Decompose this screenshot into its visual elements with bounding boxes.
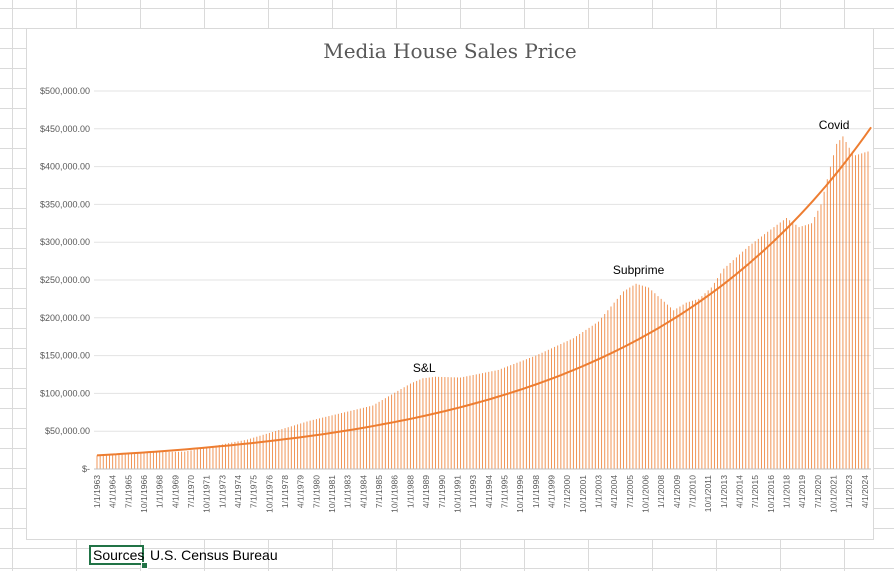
x-tick-label-44: 1/1/2018 (782, 475, 792, 508)
x-tick-label-5: 4/1/1969 (170, 475, 180, 508)
y-tick-label-10: $500,000.00 (40, 86, 90, 96)
selected-cell[interactable]: Sources (89, 545, 144, 565)
x-tick-label-22: 7/1/1990 (437, 475, 447, 508)
x-tick-label-31: 10/1/2001 (578, 475, 588, 513)
x-tick-label-48: 1/1/2023 (844, 475, 854, 508)
y-tick-label-2: $100,000.00 (40, 388, 90, 398)
y-tick-label-8: $400,000.00 (40, 162, 90, 172)
x-tick-label-32: 1/1/2003 (593, 475, 603, 508)
x-tick-label-10: 7/1/1975 (249, 475, 259, 508)
x-tick-label-7: 10/1/1971 (202, 475, 212, 513)
x-tick-label-26: 7/1/1995 (499, 475, 509, 508)
x-tick-label-46: 7/1/2020 (813, 475, 823, 508)
x-tick-label-35: 10/1/2006 (640, 475, 650, 513)
x-tick-label-33: 4/1/2004 (609, 475, 619, 508)
x-tick-label-24: 1/1/1993 (468, 475, 478, 508)
x-tick-label-4: 1/1/1968 (155, 475, 165, 508)
x-tick-label-15: 10/1/1981 (327, 475, 337, 513)
x-tick-label-36: 1/1/2008 (656, 475, 666, 508)
x-tick-label-13: 4/1/1979 (296, 475, 306, 508)
annotation-covid: Covid (819, 118, 850, 132)
x-tick-label-11: 10/1/1976 (264, 475, 274, 513)
y-tick-label-3: $150,000.00 (40, 351, 90, 361)
x-tick-label-0: 1/1/1963 (92, 475, 102, 508)
x-tick-label-41: 4/1/2014 (735, 475, 745, 508)
x-tick-label-1: 4/1/1964 (108, 475, 118, 508)
x-tick-label-45: 4/1/2019 (797, 475, 807, 508)
x-tick-label-6: 7/1/1970 (186, 475, 196, 508)
x-tick-label-28: 1/1/1998 (531, 475, 541, 508)
chart-title: Media House Sales Price (323, 39, 577, 63)
x-tick-label-3: 10/1/1966 (139, 475, 149, 513)
fill-handle[interactable] (141, 562, 148, 569)
trendline (96, 126, 872, 457)
y-tick-label-6: $300,000.00 (40, 237, 90, 247)
x-tick-label-38: 7/1/2010 (687, 475, 697, 508)
x-tick-label-20: 1/1/1988 (405, 475, 415, 508)
x-tick-label-27: 10/1/1996 (515, 475, 525, 513)
x-tick-label-9: 4/1/1974 (233, 475, 243, 508)
x-tick-label-29: 4/1/1999 (546, 475, 556, 508)
chart-area[interactable]: Media House Sales Price $- $50,000.00 $100… (26, 28, 874, 540)
y-tick-label-5: $250,000.00 (40, 275, 90, 285)
x-tick-label-42: 7/1/2015 (750, 475, 760, 508)
x-tick-label-12: 1/1/1978 (280, 475, 290, 508)
annotation-subprime: Subprime (613, 263, 665, 277)
x-tick-label-21: 4/1/1989 (421, 475, 431, 508)
x-tick-label-19: 10/1/1986 (390, 475, 400, 513)
x-tick-label-25: 4/1/1994 (484, 475, 494, 508)
x-tick-label-16: 1/1/1983 (343, 475, 353, 508)
x-tick-label-39: 10/1/2011 (703, 475, 713, 512)
y-tick-label-4: $200,000.00 (40, 313, 90, 323)
x-tick-label-37: 4/1/2009 (672, 475, 682, 508)
y-tick-label-9: $450,000.00 (40, 124, 90, 134)
x-tick-label-2: 7/1/1965 (123, 475, 133, 508)
x-tick-label-34: 7/1/2005 (625, 475, 635, 508)
x-tick-label-30: 7/1/2000 (562, 475, 572, 508)
source-cell[interactable]: U.S. Census Bureau (150, 547, 278, 563)
annotation-sl: S&L (413, 361, 436, 375)
chart-plot: $- $50,000.00 $100,000.00 $150,000.00 $200,0… (40, 86, 872, 513)
x-tick-label-47: 10/1/2021 (829, 475, 839, 513)
x-tick-label-43: 10/1/2016 (766, 475, 776, 513)
x-tick-label-23: 10/1/1991 (452, 475, 462, 513)
x-tick-label-14: 7/1/1980 (311, 475, 321, 508)
x-tick-label-8: 1/1/1973 (217, 475, 227, 508)
x-tick-label-18: 7/1/1985 (374, 475, 384, 508)
y-tick-label-1: $50,000.00 (45, 426, 90, 436)
x-tick-label-17: 4/1/1984 (358, 475, 368, 508)
x-tick-label-40: 1/1/2013 (719, 475, 729, 508)
x-tick-label-49: 4/1/2024 (860, 475, 870, 508)
y-tick-label-0: $- (82, 464, 90, 474)
y-tick-label-7: $350,000.00 (40, 199, 90, 209)
